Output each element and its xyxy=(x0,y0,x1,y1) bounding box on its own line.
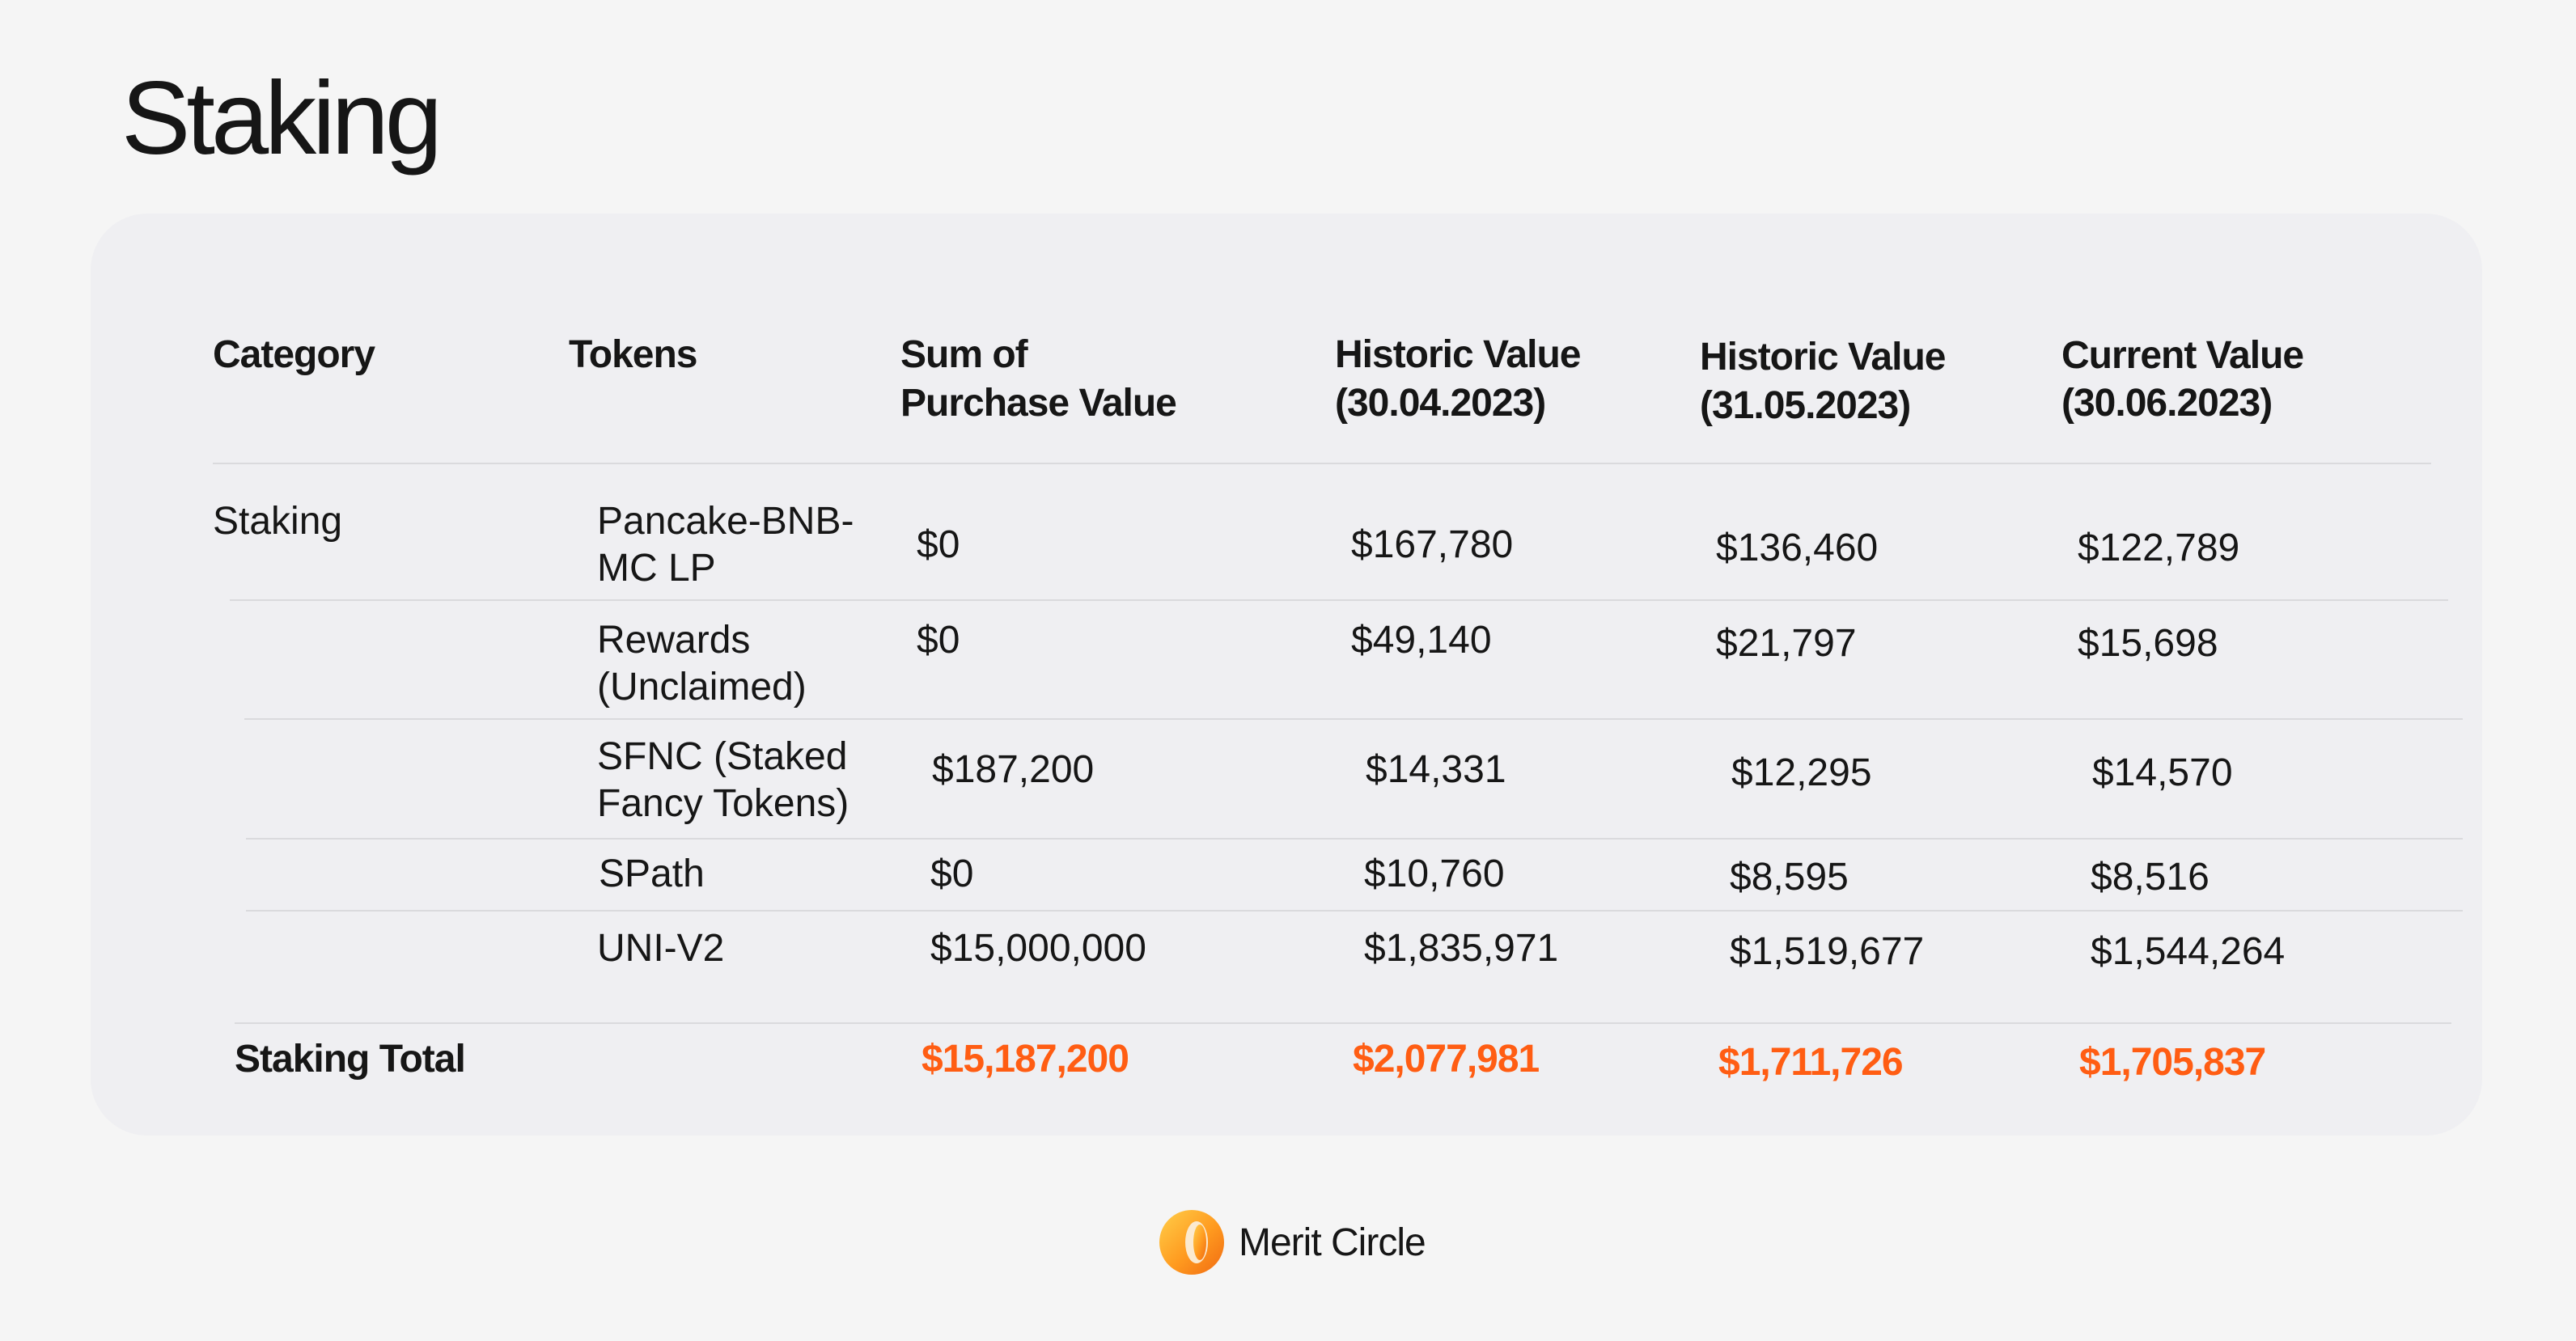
merit-circle-logo-icon xyxy=(1159,1210,1224,1275)
header-divider xyxy=(213,463,2431,464)
header-purchase-value-line2: Purchase Value xyxy=(900,382,1177,425)
total-purchase-value: $15,187,200 xyxy=(922,1038,1129,1081)
row1-current-value: $122,789 xyxy=(2078,527,2240,569)
row-divider xyxy=(246,910,2463,912)
row2-historic-value-apr: $49,140 xyxy=(1351,619,1492,662)
row1-token-line1: Pancake-BNB- xyxy=(597,500,854,543)
total-divider xyxy=(235,1022,2451,1024)
row-divider xyxy=(230,599,2448,601)
header-current-value-line1: Current Value xyxy=(2061,334,2304,377)
header-historic-value-may-line2: (31.05.2023) xyxy=(1700,384,1911,427)
row4-historic-value-apr: $10,760 xyxy=(1364,852,1505,895)
row5-historic-value-may: $1,519,677 xyxy=(1730,930,1925,973)
row2-purchase-value: $0 xyxy=(917,619,960,662)
header-category: Category xyxy=(213,333,375,376)
row3-token-line2: Fancy Tokens) xyxy=(597,782,849,825)
staking-table-card xyxy=(91,214,2482,1136)
header-current-value-line2: (30.06.2023) xyxy=(2061,382,2273,425)
row3-historic-value-may: $12,295 xyxy=(1731,751,1872,794)
row1-historic-value-may: $136,460 xyxy=(1716,527,1879,569)
row5-purchase-value: $15,000,000 xyxy=(930,927,1146,970)
header-historic-value-may-line1: Historic Value xyxy=(1700,336,1946,379)
total-label: Staking Total xyxy=(235,1038,466,1081)
header-historic-value-apr-line2: (30.04.2023) xyxy=(1335,382,1546,425)
row5-current-value: $1,544,264 xyxy=(2091,930,2286,973)
category-staking: Staking xyxy=(213,500,343,543)
row4-historic-value-may: $8,595 xyxy=(1730,856,1849,899)
page-title: Staking xyxy=(121,61,443,176)
total-historic-value-may: $1,711,726 xyxy=(1718,1041,1904,1084)
row1-token-line2: MC LP xyxy=(597,547,716,590)
row5-historic-value-apr: $1,835,971 xyxy=(1364,927,1559,970)
row4-token: SPath xyxy=(599,852,705,895)
row4-purchase-value: $0 xyxy=(930,852,974,895)
total-historic-value-apr: $2,077,981 xyxy=(1353,1038,1540,1081)
row3-token-line1: SFNC (Staked xyxy=(597,735,848,778)
row3-purchase-value: $187,200 xyxy=(932,748,1095,791)
header-historic-value-apr-line1: Historic Value xyxy=(1335,333,1581,376)
brand-name: Merit Circle xyxy=(1239,1220,1426,1264)
row-divider xyxy=(244,718,2463,720)
row2-token-line1: Rewards xyxy=(597,619,751,662)
row2-current-value: $15,698 xyxy=(2078,622,2218,665)
row4-current-value: $8,516 xyxy=(2091,856,2210,899)
row1-historic-value-apr: $167,780 xyxy=(1351,523,1514,566)
row3-current-value: $14,570 xyxy=(2092,751,2233,794)
total-current-value: $1,705,837 xyxy=(2079,1041,2266,1084)
row1-purchase-value: $0 xyxy=(917,523,960,566)
row-divider xyxy=(246,838,2463,840)
row2-token-line2: (Unclaimed) xyxy=(597,666,807,709)
row5-token: UNI-V2 xyxy=(597,927,725,970)
header-tokens: Tokens xyxy=(569,333,697,376)
header-purchase-value-line1: Sum of xyxy=(900,333,1028,376)
row2-historic-value-may: $21,797 xyxy=(1716,622,1857,665)
row3-historic-value-apr: $14,331 xyxy=(1366,748,1506,791)
brand: Merit Circle xyxy=(1158,1208,1426,1276)
